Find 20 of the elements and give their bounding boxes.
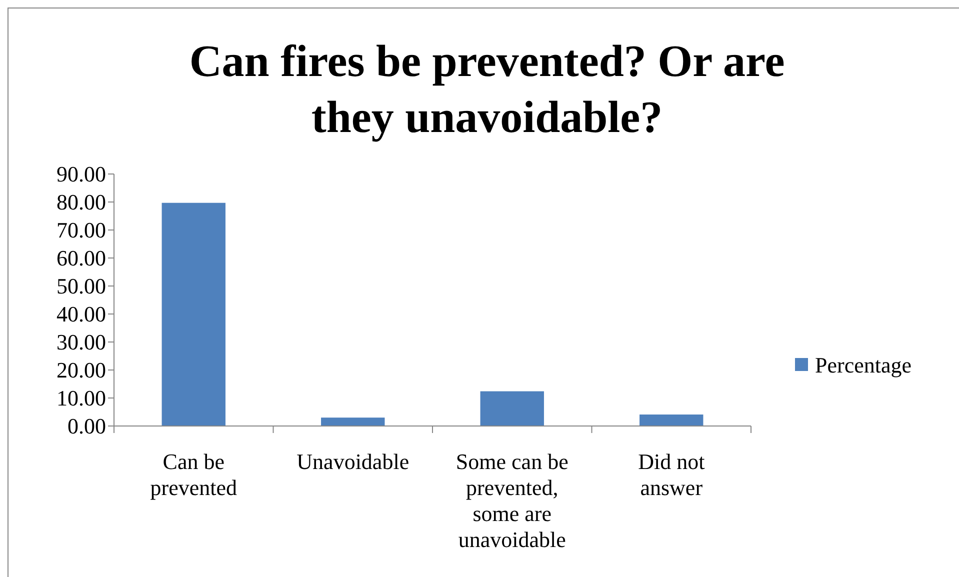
bar <box>640 414 704 426</box>
bar <box>480 391 544 426</box>
y-tick-label: 10.00 <box>56 386 106 411</box>
y-tick-label: 90.00 <box>56 162 106 187</box>
x-tick-label: Some can be prevented, some are unavoidable <box>456 449 568 552</box>
y-tick-label: 0.00 <box>68 414 106 439</box>
legend-label: Percentage <box>815 352 912 378</box>
y-tick-label: 50.00 <box>56 274 106 299</box>
y-tick-label: 40.00 <box>56 302 106 327</box>
x-tick-label: Can be prevented <box>150 449 237 500</box>
y-tick-label: 60.00 <box>56 246 106 271</box>
chart-title: Can fires be prevented? Or are they unavoidable? <box>189 36 785 142</box>
x-tick-label: Unavoidable <box>296 449 410 474</box>
bar <box>321 418 385 426</box>
y-tick-label: 80.00 <box>56 190 106 215</box>
bar <box>162 202 226 426</box>
y-tick-label: 30.00 <box>56 330 106 355</box>
y-tick-label: 20.00 <box>56 358 106 383</box>
y-tick-label: 70.00 <box>56 218 106 243</box>
x-tick-label: Did not answer <box>638 449 705 500</box>
